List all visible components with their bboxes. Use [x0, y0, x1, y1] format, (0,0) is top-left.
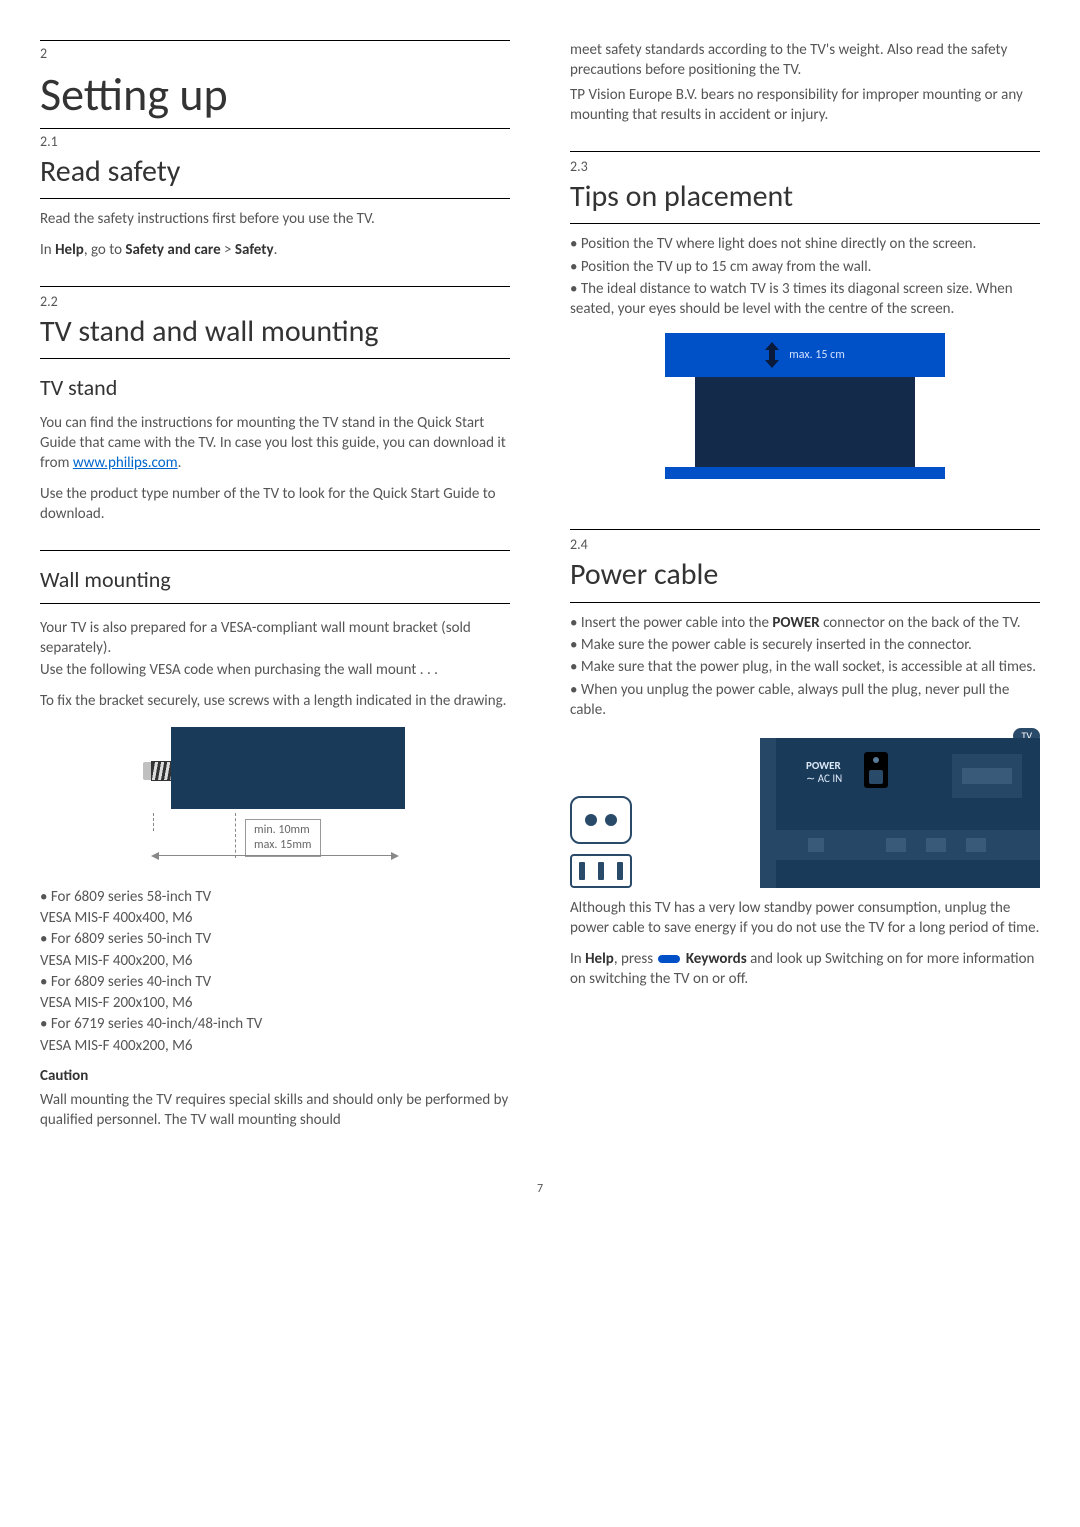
text: In — [40, 241, 55, 259]
list-item: VESA MIS-F 400x200, M6 — [40, 951, 510, 971]
placement-diagram: max. 15 cm — [665, 333, 945, 479]
body-text: In Help, press Keywords and look up Swit… — [570, 949, 1040, 990]
text: . — [274, 241, 278, 259]
chapter-number: 2 — [40, 40, 510, 64]
power-diagram: TV POWER ∼ AC IN — [570, 738, 1040, 888]
text: min. 10mm — [254, 823, 312, 838]
vesa-list: • For 6809 series 58-inch TV VESA MIS-F … — [40, 887, 510, 1056]
list-item: • For 6809 series 40-inch TV — [40, 972, 510, 992]
section-number: 2.4 — [570, 536, 1040, 555]
body-text: • Make sure that the power plug, in the … — [570, 657, 1040, 677]
body-text: • The ideal distance to watch TV is 3 ti… — [570, 279, 1040, 320]
body-text: meet safety standards according to the T… — [570, 40, 1040, 81]
body-text: Use the following VESA code when purchas… — [40, 660, 510, 680]
body-text: • Make sure the power cable is securely … — [570, 635, 1040, 655]
link-philips[interactable]: www.philips.com — [73, 454, 178, 472]
page-number: 7 — [40, 1181, 1040, 1197]
dimension-label: min. 10mm max. 15mm — [245, 819, 321, 857]
body-text: • Insert the power cable into the POWER … — [570, 613, 1040, 633]
body-text: • Position the TV up to 15 cm away from … — [570, 257, 1040, 277]
text-bold: Safety and care — [125, 241, 220, 259]
plug-icon — [570, 796, 660, 888]
list-item: VESA MIS-F 400x200, M6 — [40, 1036, 510, 1056]
text: , press — [614, 950, 657, 968]
text: connector on the back of the TV. — [820, 614, 1021, 632]
text-bold: Help — [585, 950, 614, 968]
body-text: Your TV is also prepared for a VESA-comp… — [40, 618, 510, 659]
text-bold: Safety — [235, 241, 274, 259]
list-item: • For 6719 series 40-inch/48-inch TV — [40, 1014, 510, 1034]
body-text: Read the safety instructions first befor… — [40, 209, 510, 229]
text: • Insert the power cable into the — [570, 614, 772, 632]
text: , go to — [84, 241, 126, 259]
caution-heading: Caution — [40, 1066, 510, 1086]
body-text: You can find the instructions for mounti… — [40, 413, 510, 474]
text-bold: Help — [55, 241, 84, 259]
text: > — [221, 241, 235, 259]
text: . — [178, 454, 182, 472]
list-item: VESA MIS-F 200x100, M6 — [40, 993, 510, 1013]
list-item: • For 6809 series 50-inch TV — [40, 929, 510, 949]
power-socket-icon — [864, 752, 888, 788]
text-bold: Keywords — [682, 950, 746, 968]
text: max. 15mm — [254, 838, 312, 853]
section-number: 2.3 — [570, 158, 1040, 177]
body-text: Use the product type number of the TV to… — [40, 484, 510, 525]
text-bold: POWER — [772, 614, 819, 632]
body-text: Although this TV has a very low standby … — [570, 898, 1040, 939]
body-text: In Help, go to Safety and care > Safety. — [40, 240, 510, 260]
list-item: • For 6809 series 58-inch TV — [40, 887, 510, 907]
section-number: 2.2 — [40, 293, 510, 312]
subsection-wall-mounting: Wall mounting — [40, 565, 510, 604]
subsection-tv-stand: TV stand — [40, 373, 510, 403]
color-key-icon — [658, 955, 680, 963]
text: In — [570, 950, 585, 968]
body-text: To fix the bracket securely, use screws … — [40, 691, 510, 711]
body-text: Wall mounting the TV requires special sk… — [40, 1090, 510, 1131]
body-text: TP Vision Europe B.V. bears no responsib… — [570, 85, 1040, 126]
section-title-placement: Tips on placement — [570, 177, 1040, 225]
section-title-tv-stand: TV stand and wall mounting — [40, 312, 510, 360]
body-text: • Position the TV where light does not s… — [570, 234, 1040, 254]
power-label: POWER ∼ AC IN — [806, 760, 842, 785]
body-text: • When you unplug the power cable, alway… — [570, 680, 1040, 721]
section-title-power-cable: Power cable — [570, 555, 1040, 603]
section-title-read-safety: Read safety — [40, 152, 510, 200]
diagram-label: max. 15 cm — [789, 347, 845, 363]
section-number: 2.1 — [40, 133, 510, 152]
chapter-title: Setting up — [40, 64, 510, 129]
screw-diagram: TV min. 10mm max. 15mm — [145, 727, 405, 867]
list-item: VESA MIS-F 400x400, M6 — [40, 908, 510, 928]
text: AC IN — [818, 772, 843, 785]
up-down-arrow-icon — [765, 342, 779, 368]
